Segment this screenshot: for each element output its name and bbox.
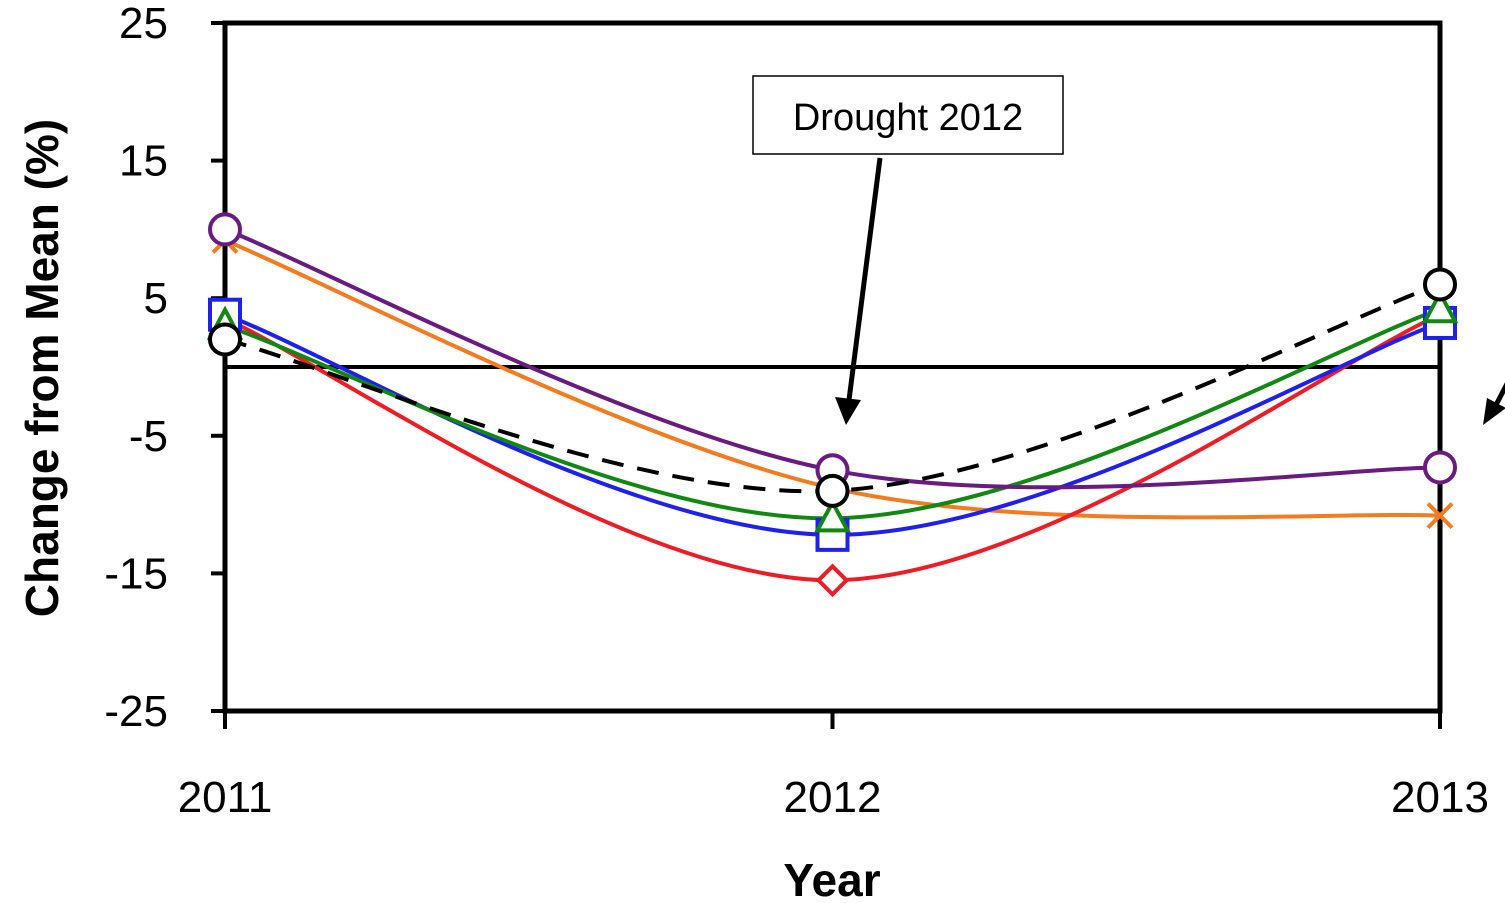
- drought-annotation: Drought 2012: [752, 75, 1064, 425]
- y-tick-label: 5: [144, 274, 168, 323]
- second-annotation-arrow: [1483, 382, 1505, 425]
- y-tick-label: 15: [119, 137, 168, 186]
- series-3-point: [814, 498, 851, 533]
- y-tick-label: -15: [104, 549, 168, 598]
- series-4-point: [1423, 450, 1457, 485]
- series-1-point: [815, 563, 850, 598]
- x-axis-ticks: 2011 2012 2013: [178, 711, 1489, 822]
- marker-layer: [206, 212, 1459, 598]
- arrow-shaft: [1493, 382, 1505, 407]
- y-tick-label: 25: [119, 0, 168, 48]
- annotation-label: Drought 2012: [793, 97, 1023, 139]
- y-tick-label: -5: [129, 412, 168, 461]
- x-tick-label: 2011: [178, 773, 273, 822]
- annotation-arrowhead: [835, 397, 861, 425]
- x-axis-title: Year: [783, 854, 880, 903]
- x-tick-label: 2012: [784, 773, 882, 822]
- series-3-point: [1421, 288, 1459, 324]
- annotation-box: [752, 75, 1064, 155]
- y-tick-label: -25: [104, 687, 168, 736]
- x-tick-label: 2013: [1391, 773, 1489, 822]
- annotation-arrow-shaft: [846, 157, 883, 401]
- series-5-point: [1423, 267, 1457, 302]
- series-line-4: [224, 227, 1441, 490]
- series-4-point: [208, 212, 242, 247]
- series-5-point: [815, 473, 850, 508]
- series-5-point: [208, 322, 242, 357]
- y-axis-title: Change from Mean (%): [16, 119, 68, 617]
- y-axis-ticks: 25 15 5 -5 -15 -25: [104, 0, 225, 736]
- series-0-point: [1426, 502, 1454, 530]
- arrowhead: [1483, 398, 1505, 425]
